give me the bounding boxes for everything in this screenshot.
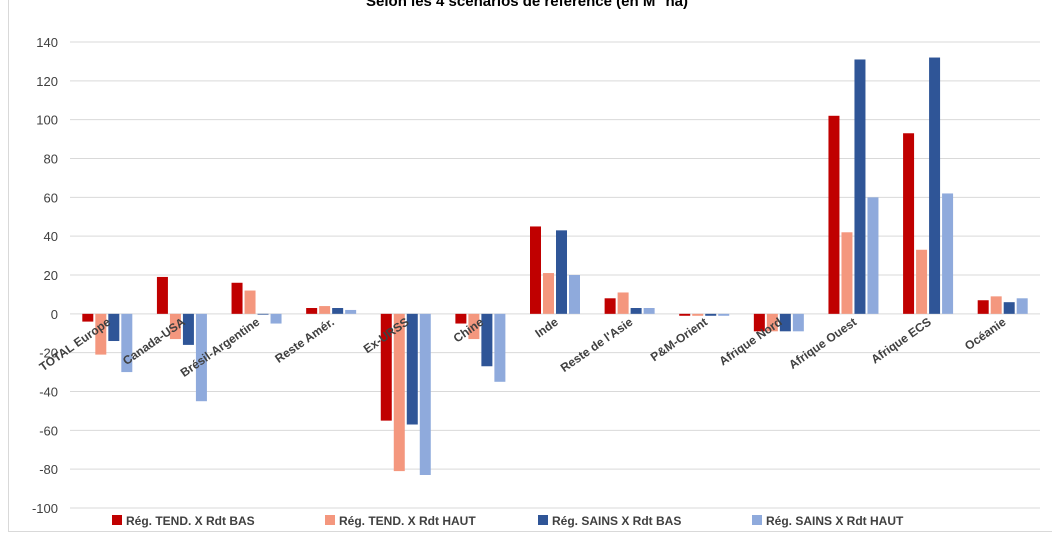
bar	[455, 313, 467, 324]
y-tick-label: 140	[36, 35, 58, 50]
bar	[257, 313, 269, 315]
x-category-label: P&M-Orient	[648, 315, 710, 364]
bar	[156, 276, 168, 314]
y-tick-label: -60	[39, 423, 58, 438]
bar	[828, 115, 840, 314]
bar	[345, 309, 357, 314]
bar	[182, 313, 194, 345]
bar	[854, 59, 866, 314]
legend: Rég. TEND. X Rdt BAS Rég. TEND. X Rdt HAU…	[112, 514, 904, 528]
bar	[406, 313, 418, 425]
chart-title: Selon les 4 scénarios de référence (en M…	[366, 0, 688, 10]
bar	[108, 313, 120, 342]
bar	[270, 313, 282, 324]
y-tick-label: -80	[39, 462, 58, 477]
bar	[82, 313, 94, 322]
y-tick-label: 60	[44, 190, 58, 205]
y-tick-label: 0	[51, 307, 58, 322]
legend-label: Rég. SAINS X Rdt HAUT	[766, 514, 904, 528]
y-tick-label: 20	[44, 268, 58, 283]
y-tick-label: -40	[39, 385, 58, 400]
bar	[779, 313, 791, 332]
legend-label: Rég. TEND. X Rdt BAS	[126, 514, 255, 528]
legend-swatch	[325, 515, 335, 525]
bar	[753, 313, 765, 332]
bar	[169, 313, 181, 340]
legend-swatch	[538, 515, 548, 525]
bar	[556, 230, 567, 314]
bar-layer	[82, 57, 1028, 475]
y-tick-label: -100	[32, 501, 58, 516]
bar	[306, 308, 318, 314]
bar	[121, 313, 133, 373]
bar	[95, 313, 107, 355]
bar	[319, 306, 331, 314]
legend-label: Rég. SAINS X Rdt BAS	[552, 514, 681, 528]
bar	[916, 249, 928, 314]
x-category-label: Reste Amér.	[272, 315, 337, 366]
bar	[766, 313, 778, 332]
x-category-label: Inde	[532, 315, 561, 341]
y-tick-label: 100	[36, 113, 58, 128]
bar	[393, 313, 405, 472]
bar	[1016, 298, 1028, 314]
bar	[569, 275, 580, 314]
y-tick-label: 40	[44, 229, 58, 244]
bar	[617, 292, 629, 314]
bar	[692, 313, 704, 316]
bar	[867, 197, 879, 314]
bar	[530, 226, 541, 314]
bar	[942, 193, 954, 314]
bar	[990, 296, 1002, 314]
legend-swatch	[112, 515, 122, 525]
bar	[604, 298, 616, 314]
bar	[679, 313, 691, 316]
x-category-label: Afrique Nord	[716, 315, 784, 369]
bar	[380, 313, 392, 421]
bar	[244, 290, 256, 314]
legend-swatch	[752, 515, 762, 525]
bar	[903, 133, 915, 314]
chart-frame	[8, 0, 1052, 532]
bar	[1003, 302, 1015, 314]
bar	[718, 313, 730, 316]
bar	[543, 273, 554, 314]
bar	[231, 282, 243, 314]
y-tick-label: -20	[39, 346, 58, 361]
bar	[792, 313, 804, 332]
bar	[481, 313, 493, 367]
bar	[494, 313, 506, 382]
x-category-label: Océanie	[962, 315, 1009, 353]
bar	[977, 300, 989, 314]
y-tick-label: 120	[36, 74, 58, 89]
bar	[468, 313, 480, 340]
bar	[705, 313, 717, 316]
bar	[929, 57, 941, 314]
y-tick-label: 80	[44, 152, 58, 167]
bar	[332, 308, 344, 314]
legend-label: Rég. TEND. X Rdt HAUT	[339, 514, 476, 528]
bar	[643, 308, 655, 314]
bar	[841, 232, 853, 314]
x-category-label: Afrique ECS	[868, 315, 933, 367]
bar	[195, 313, 207, 402]
bar	[630, 308, 642, 314]
x-category-label: Reste de l'Asie	[558, 315, 636, 375]
bar	[419, 313, 431, 475]
